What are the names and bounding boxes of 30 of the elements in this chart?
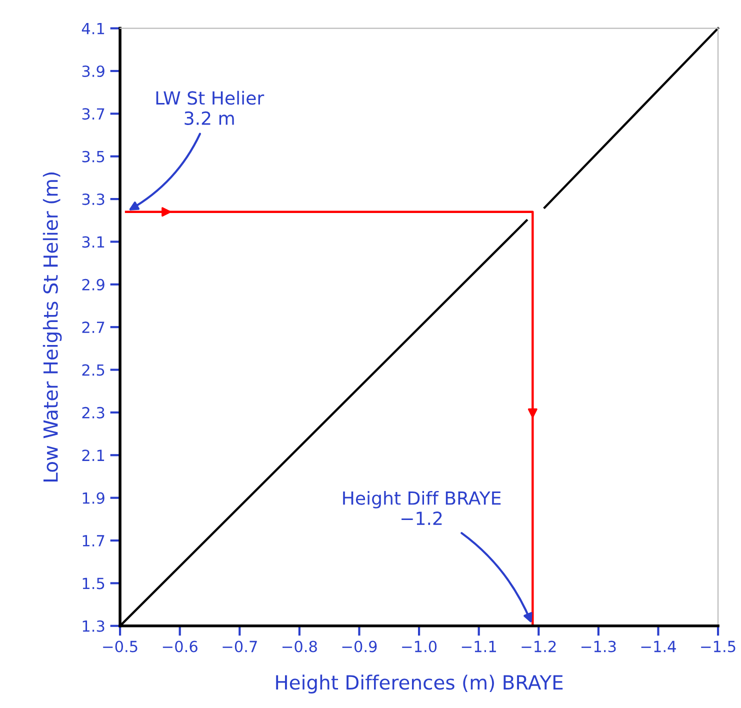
y-tick-label: 2.1 bbox=[82, 450, 104, 461]
x-tick-label: −0.9 bbox=[342, 640, 377, 652]
y-tick-label: 1.7 bbox=[82, 535, 104, 546]
y-tick-label: 3.5 bbox=[82, 150, 104, 162]
y-tick-label: 2.9 bbox=[82, 278, 104, 290]
x-tick-label: −1.3 bbox=[582, 640, 616, 652]
x-tick-label: −0.8 bbox=[282, 640, 317, 652]
y-tick-label: 2.3 bbox=[82, 406, 104, 418]
x-tick-label: −0.5 bbox=[103, 640, 138, 652]
y-tick-label: 1.9 bbox=[82, 492, 104, 504]
x-tick-label: −1.2 bbox=[522, 640, 556, 652]
y-tick-label: 3.1 bbox=[82, 236, 104, 248]
annotation: Height Diff BRAYE −1.2 bbox=[343, 490, 501, 525]
y-axis-title: Low Water Heights St Helier (m) bbox=[42, 172, 62, 482]
x-tick-label: −1.5 bbox=[701, 640, 736, 652]
y-tick-label: 3.3 bbox=[82, 194, 104, 206]
y-tick-label: 1.3 bbox=[82, 620, 104, 632]
y-tick-label: 1.5 bbox=[82, 578, 104, 590]
y-tick-label: 2.5 bbox=[82, 364, 104, 376]
y-tick-label: 2.7 bbox=[82, 322, 104, 333]
x-tick-label: −1.1 bbox=[462, 640, 496, 652]
annotation: LW St Helier 3.2 m bbox=[156, 90, 264, 126]
y-tick-label: 3.9 bbox=[82, 65, 104, 78]
x-axis-title: Height Differences (m) BRAYE bbox=[276, 674, 563, 694]
x-tick-label: −0.7 bbox=[222, 640, 257, 652]
y-tick-label: 3.7 bbox=[82, 108, 104, 120]
y-tick-label: 4.1 bbox=[82, 22, 104, 34]
x-tick-label: −0.6 bbox=[162, 640, 198, 652]
x-tick-label: −1.0 bbox=[402, 640, 437, 652]
x-tick-label: −1.4 bbox=[641, 640, 676, 652]
